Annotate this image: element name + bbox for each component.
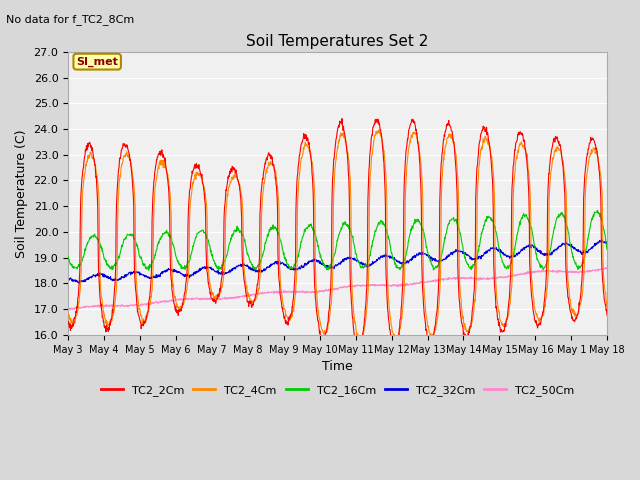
Text: SI_met: SI_met <box>76 57 118 67</box>
X-axis label: Time: Time <box>323 360 353 373</box>
Text: No data for f_TC2_8Cm: No data for f_TC2_8Cm <box>6 14 134 25</box>
Title: Soil Temperatures Set 2: Soil Temperatures Set 2 <box>246 34 429 49</box>
Y-axis label: Soil Temperature (C): Soil Temperature (C) <box>15 129 28 258</box>
Legend: TC2_2Cm, TC2_4Cm, TC2_16Cm, TC2_32Cm, TC2_50Cm: TC2_2Cm, TC2_4Cm, TC2_16Cm, TC2_32Cm, TC… <box>97 381 579 400</box>
